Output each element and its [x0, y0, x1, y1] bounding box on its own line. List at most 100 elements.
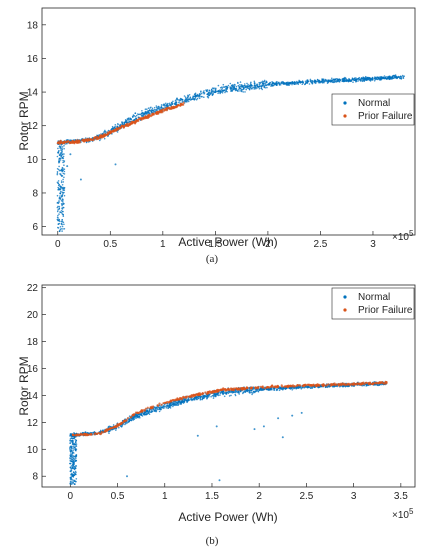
chart-a-point-normal	[263, 82, 265, 85]
chart-b-point-normal	[146, 410, 149, 413]
chart-b-point-normal	[73, 472, 75, 474]
chart-b-point-normal	[222, 393, 224, 395]
chart-a-point-normal	[62, 153, 64, 155]
chart-a-point-normal	[149, 107, 151, 109]
chart-a-point-prior-failure	[134, 120, 137, 123]
chart-a-point-normal	[250, 84, 252, 86]
chart-a-point-prior-failure	[140, 116, 143, 120]
chart-b-point-normal	[75, 480, 77, 483]
chart-b-point-normal	[231, 392, 234, 394]
chart-a-point-normal	[62, 181, 65, 183]
chart-a-point-normal	[261, 84, 263, 86]
chart-b-point-normal	[163, 406, 166, 408]
chart-a-point-prior-failure	[115, 128, 118, 131]
chart-a-point-prior-failure	[104, 133, 107, 136]
chart-a-point-normal	[59, 154, 62, 156]
chart-a-point-normal	[56, 206, 59, 209]
chart-a-point-normal	[278, 82, 281, 85]
chart-a-point-normal	[59, 169, 62, 172]
chart-b-point-normal	[74, 470, 77, 473]
chart-a-point-normal	[206, 96, 209, 98]
chart-a-point-normal	[307, 80, 310, 83]
chart-b-point-prior-failure	[126, 417, 130, 420]
chart-b-point-normal	[136, 414, 139, 417]
chart-b-point-normal	[300, 388, 303, 390]
chart-b-point-normal	[70, 480, 72, 483]
chart-a-point-normal	[330, 80, 332, 83]
chart-b-point-prior-failure	[367, 381, 370, 385]
chart-b-point-normal	[183, 400, 185, 403]
chart-a-point-normal	[63, 153, 65, 155]
chart-a-point-normal	[62, 199, 64, 201]
chart-a-point-prior-failure	[87, 137, 90, 140]
chart-a-point-normal	[58, 220, 61, 222]
chart-a-point-normal	[59, 198, 62, 200]
chart-b-point-normal	[168, 406, 171, 409]
chart-a-point-normal	[266, 83, 269, 86]
chart-b-point-normal	[70, 479, 72, 481]
chart-b-point-normal	[163, 407, 165, 410]
chart-a-point-normal	[167, 102, 169, 105]
chart-b-point-prior-failure	[95, 432, 98, 435]
chart-b-point-normal	[141, 415, 144, 417]
chart-a-point-normal	[238, 88, 240, 90]
chart-a-point-normal	[225, 90, 227, 93]
chart-a-point-normal	[200, 90, 202, 92]
chart-a-point-normal	[209, 92, 211, 94]
chart-a-point-normal	[238, 85, 240, 88]
chart-a-point-normal	[265, 81, 267, 84]
chart-a-point-normal	[334, 78, 337, 81]
chart-a-point-normal	[61, 148, 63, 150]
chart-a-point-prior-failure	[122, 124, 125, 127]
chart-a-point-normal	[396, 77, 399, 79]
chart-a-point-normal	[172, 100, 174, 103]
chart-a-point-normal	[230, 86, 233, 89]
chart-b-point-normal	[177, 401, 180, 404]
chart-a-point-normal	[275, 81, 277, 84]
chart-b-point-normal	[72, 457, 75, 460]
chart-b-point-normal	[202, 395, 205, 398]
chart-a-point-normal	[61, 194, 63, 196]
chart-a-point-normal	[327, 81, 330, 83]
chart-b-point-normal	[69, 453, 72, 455]
chart-b-point-normal	[69, 451, 72, 453]
chart-a-x-tick-label: 2.5	[313, 239, 327, 250]
chart-b-point-prior-failure	[201, 392, 204, 395]
chart-a-point-normal	[192, 96, 194, 99]
chart-a-point-normal	[253, 80, 256, 83]
chart-a-point-normal	[227, 84, 230, 87]
chart-a-point-normal	[187, 100, 190, 103]
chart-b-legend-prior-failure-marker	[343, 308, 347, 312]
chart-a-point-normal	[63, 189, 65, 192]
chart-a-point-normal	[135, 114, 138, 117]
chart-a-point-normal	[361, 78, 364, 80]
chart-b-point-normal	[342, 385, 345, 388]
chart-a-point-normal	[372, 77, 374, 79]
chart-b-point-prior-failure	[163, 401, 166, 404]
chart-b-point-normal	[152, 410, 154, 413]
chart-a-point-normal	[232, 84, 234, 86]
chart-a-point-normal	[311, 82, 314, 84]
chart-a-point-normal	[296, 82, 299, 84]
chart-b-point-normal	[72, 461, 74, 463]
chart-b-x-tick-label: 2.5	[299, 491, 313, 502]
chart-a-point-normal	[342, 77, 345, 80]
chart-a-point-normal	[246, 82, 248, 85]
chart-a-point-prior-failure	[151, 112, 154, 115]
chart-a-point-normal	[56, 210, 59, 213]
chart-a-xlabel: Active Power (Wh)	[178, 235, 277, 249]
chart-b-point-prior-failure	[176, 397, 179, 400]
chart-a-point-normal	[368, 76, 371, 79]
chart-b-point-normal	[70, 433, 72, 435]
chart-a-point-normal	[353, 77, 356, 80]
chart-b-point-normal	[74, 443, 76, 445]
chart-b-x-tick-label: 3	[351, 491, 357, 502]
chart-a-point-normal	[57, 217, 59, 219]
chart-b-point-prior-failure	[347, 382, 351, 385]
chart-a-point-normal	[180, 98, 182, 100]
chart-a-point-normal	[371, 79, 374, 81]
chart-b-x-tick-label: 1	[162, 491, 168, 502]
chart-a-point-prior-failure	[90, 138, 93, 141]
chart-b-point-normal	[75, 455, 78, 458]
